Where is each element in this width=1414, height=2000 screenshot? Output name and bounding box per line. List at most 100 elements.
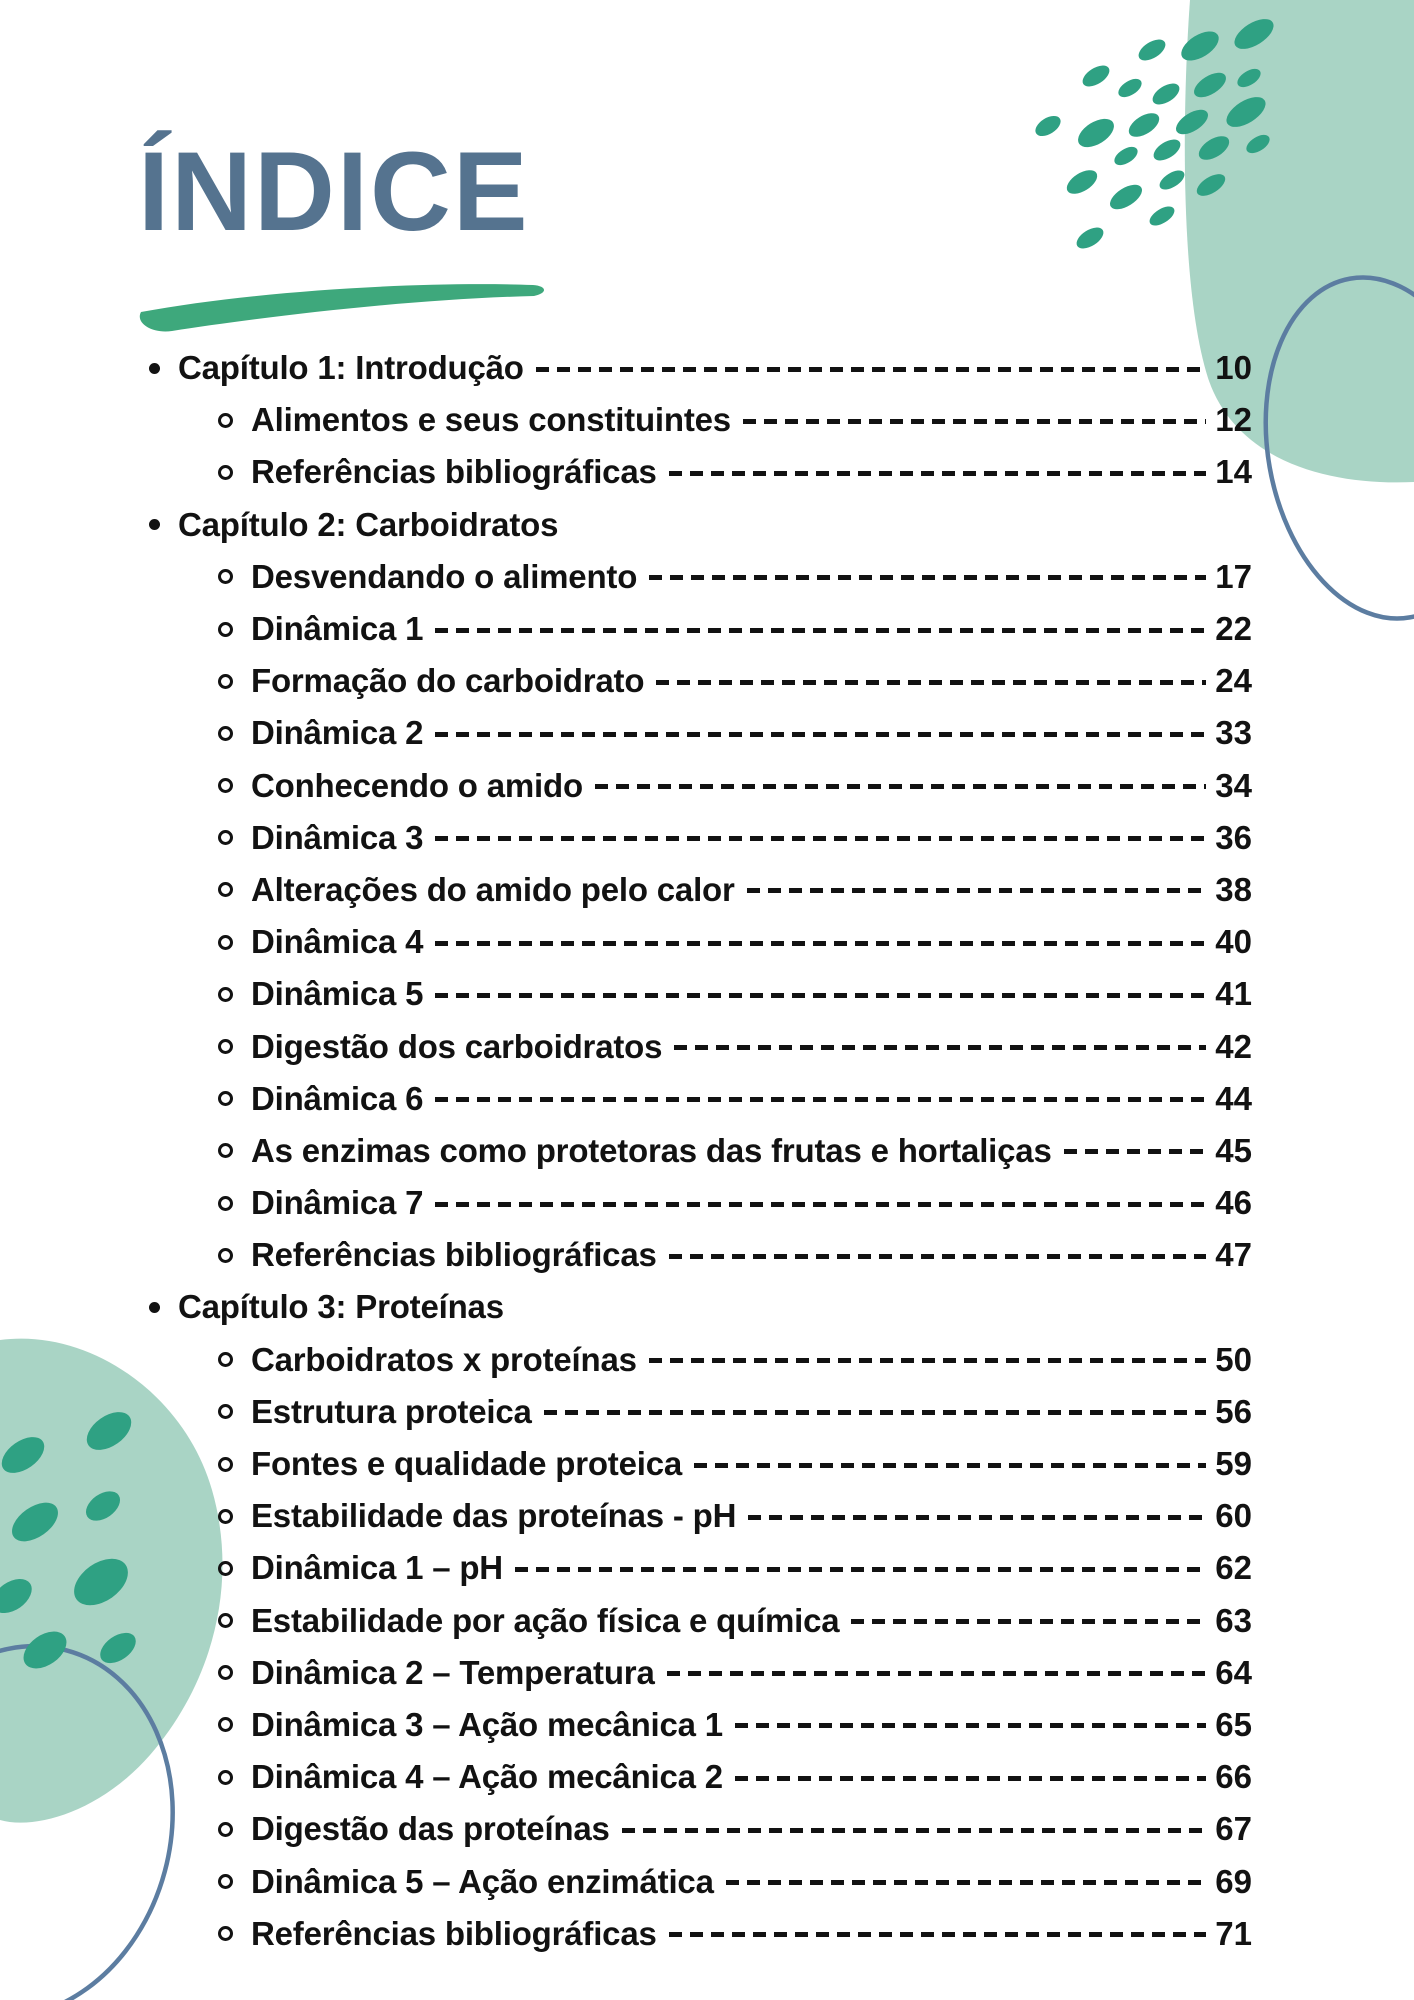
- section-bullet-icon: [218, 412, 233, 428]
- toc-row: Referências bibliográficas 71: [0, 1908, 1252, 1960]
- section-bullet-icon: [218, 1456, 233, 1472]
- toc-page-number: 65: [1215, 1705, 1252, 1743]
- toc-row: Dinâmica 7 46: [0, 1177, 1252, 1229]
- bottom-left-dots: [0, 1412, 136, 1669]
- section-bullet-icon: [218, 986, 233, 1002]
- page-title: ÍNDICE: [138, 129, 530, 254]
- toc-page-number: 56: [1215, 1392, 1252, 1430]
- toc-item-label: As enzimas como protetoras das frutas e …: [251, 1131, 1052, 1169]
- section-bullet-icon: [218, 1195, 233, 1211]
- toc-item-label: Dinâmica 3 – Ação mecânica 1: [251, 1705, 723, 1743]
- toc-row: Dinâmica 5 41: [0, 968, 1252, 1020]
- toc-item-label: Fontes e qualidade proteica: [251, 1445, 683, 1483]
- decor-dot: [1159, 170, 1185, 190]
- dash-leader: [649, 575, 1207, 581]
- section-bullet-icon: [218, 1821, 233, 1837]
- decor-dot: [74, 1558, 128, 1606]
- toc-item-label: Dinâmica 2 – Temperatura: [251, 1653, 655, 1691]
- dash-leader: [621, 1827, 1207, 1833]
- toc-item-label: Dinâmica 4: [251, 923, 424, 961]
- decor-dot: [1246, 134, 1270, 154]
- toc-item-label: Alterações do amido pelo calor: [251, 870, 735, 908]
- toc-item-label: Dinâmica 2: [251, 714, 424, 752]
- toc-item-label: Estabilidade por ação física e química: [251, 1601, 840, 1639]
- decor-dot: [1066, 170, 1098, 194]
- toc-page-number: 24: [1215, 662, 1252, 700]
- dash-leader: [535, 366, 1207, 372]
- toc-item-label: Digestão dos carboidratos: [251, 1027, 663, 1065]
- dash-leader: [543, 1410, 1207, 1416]
- toc-item-label: Estabilidade das proteínas - pH: [251, 1497, 737, 1535]
- dash-leader: [742, 418, 1207, 424]
- section-bullet-icon: [218, 830, 233, 846]
- dash-leader: [435, 940, 1207, 946]
- toc-row: Dinâmica 1 – pH 62: [0, 1542, 1252, 1594]
- dash-leader: [435, 992, 1207, 998]
- toc-item-label: Dinâmica 4 – Ação mecânica 2: [251, 1758, 723, 1796]
- dash-leader: [435, 731, 1207, 737]
- toc-row: Dinâmica 6 44: [0, 1073, 1252, 1125]
- dash-leader: [648, 1358, 1207, 1364]
- decor-dot: [1152, 83, 1180, 105]
- section-bullet-icon: [218, 1404, 233, 1420]
- section-bullet-icon: [218, 1769, 233, 1785]
- decor-dot: [1, 1437, 45, 1473]
- top-right-dots: [1035, 19, 1274, 249]
- toc-item-label: Digestão das proteínas: [251, 1810, 610, 1848]
- decor-dot: [1198, 136, 1230, 160]
- decor-dot: [1114, 146, 1138, 166]
- toc-list: Capítulo 1: Introdução 10 Alimentos e seus…: [0, 342, 1252, 1960]
- toc-page-number: 67: [1215, 1810, 1252, 1848]
- toc-page-number: 71: [1215, 1914, 1252, 1952]
- toc-page-number: 12: [1215, 401, 1252, 439]
- toc-row: Estabilidade das proteínas - pH 60: [0, 1490, 1252, 1542]
- decor-dot: [100, 1632, 136, 1664]
- dash-leader: [1063, 1149, 1207, 1155]
- toc-item-label: Referências bibliográficas: [251, 1236, 657, 1274]
- decor-dot: [1181, 31, 1219, 61]
- section-bullet-icon: [218, 673, 233, 689]
- toc-item-label: Estrutura proteica: [251, 1392, 532, 1430]
- toc-item-label: Dinâmica 1: [251, 610, 424, 648]
- toc-row: Capítulo 1: Introdução 10: [0, 342, 1252, 394]
- decor-dot: [1226, 97, 1266, 127]
- toc-page-number: 46: [1215, 1184, 1252, 1222]
- toc-page-number: 44: [1215, 1079, 1252, 1117]
- decor-dot: [1128, 113, 1160, 137]
- section-bullet-icon: [218, 778, 233, 794]
- dash-leader: [435, 836, 1207, 842]
- toc-row: Dinâmica 2 33: [0, 707, 1252, 759]
- bottom-left-ring: [0, 1643, 175, 2000]
- toc-item-label: Dinâmica 5: [251, 975, 424, 1013]
- toc-row: Desvendando o alimento 17: [0, 551, 1252, 603]
- toc-item-label: Alimentos e seus constituintes: [251, 401, 731, 439]
- dash-leader: [514, 1566, 1207, 1572]
- toc-item-label: Dinâmica 7: [251, 1184, 424, 1222]
- toc-item-label: Capítulo 2: Carboidratos: [178, 505, 559, 543]
- toc-item-label: Conhecendo o amido: [251, 766, 583, 804]
- decor-dot: [1149, 206, 1175, 226]
- dash-leader: [851, 1619, 1207, 1625]
- title-underline-swoosh: [139, 284, 545, 332]
- toc-page-number: 45: [1215, 1131, 1252, 1169]
- decor-dot: [12, 1502, 58, 1542]
- decor-dot: [0, 1578, 32, 1614]
- toc-row: Referências bibliográficas 47: [0, 1229, 1252, 1281]
- section-bullet-icon: [218, 1613, 233, 1629]
- toc-page-number: 34: [1215, 766, 1252, 804]
- toc-item-label: Dinâmica 6: [251, 1079, 424, 1117]
- section-bullet-icon: [218, 1247, 233, 1263]
- decor-dot: [1194, 72, 1226, 98]
- dash-leader: [668, 1253, 1207, 1259]
- section-bullet-icon: [218, 882, 233, 898]
- dash-leader: [435, 1201, 1207, 1207]
- toc-page-number: 17: [1215, 557, 1252, 595]
- dash-leader: [666, 1671, 1207, 1677]
- toc-page-number: 66: [1215, 1758, 1252, 1796]
- section-bullet-icon: [218, 569, 233, 585]
- dash-leader: [734, 1723, 1207, 1729]
- dash-leader: [668, 1932, 1207, 1938]
- toc-page-number: 10: [1215, 349, 1252, 387]
- toc-item-label: Desvendando o alimento: [251, 557, 638, 595]
- dash-leader: [746, 888, 1207, 894]
